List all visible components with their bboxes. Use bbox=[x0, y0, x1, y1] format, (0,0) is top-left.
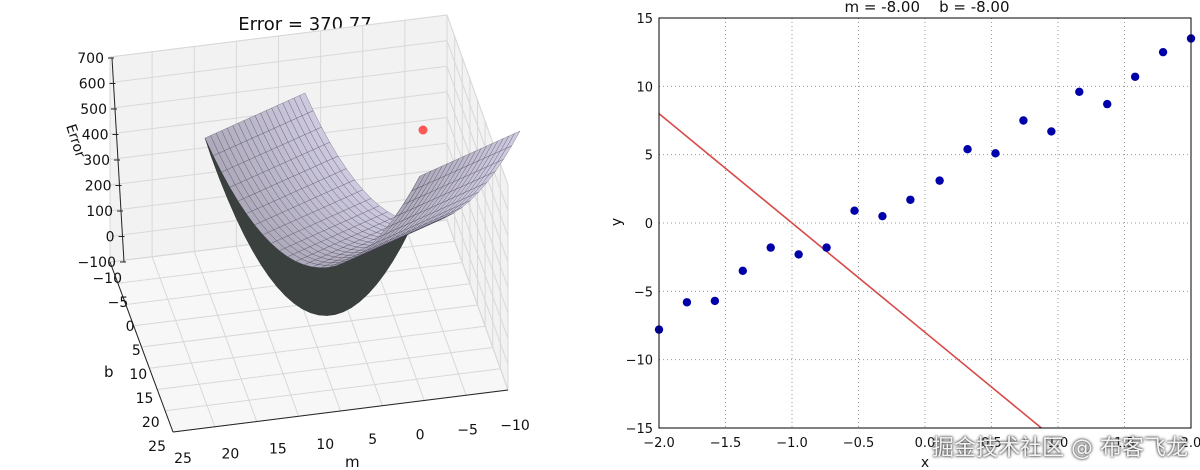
floor-grid-line bbox=[141, 304, 478, 348]
surface-x-axis-label: m bbox=[345, 453, 360, 470]
surface-x-tick-label: 10 bbox=[316, 437, 334, 453]
scatter-point bbox=[1130, 72, 1140, 81]
current-parameter-point bbox=[418, 125, 428, 135]
scatter-point bbox=[991, 149, 1000, 158]
surface-y-tick-label: 5 bbox=[132, 343, 141, 359]
regression-line bbox=[658, 113, 1042, 429]
surface-z-tick-label: 600 bbox=[79, 77, 106, 93]
error-surface bbox=[204, 92, 521, 316]
scatter-x-tick-label: 2.0 bbox=[1181, 436, 1200, 451]
scatter-x-axis-label: x bbox=[921, 455, 929, 470]
scatter-point bbox=[963, 145, 972, 154]
scatter-point bbox=[738, 266, 747, 276]
floor-grid-line bbox=[446, 219, 509, 391]
scatter-x-tick-label: −0.5 bbox=[843, 436, 875, 451]
surface-z-tick-label: 200 bbox=[85, 179, 112, 195]
surface-x-tick-label: 5 bbox=[368, 432, 377, 448]
surface-z-tick-label: 500 bbox=[80, 102, 107, 118]
scatter-x-tick-label: 1.0 bbox=[1048, 436, 1069, 451]
surface-y-tick-label: −5 bbox=[108, 295, 129, 311]
scatter-x-tick-label: 0.0 bbox=[915, 436, 936, 451]
scatter-y-tick-label: 15 bbox=[636, 12, 653, 27]
surface-y-tick-label: 10 bbox=[129, 367, 147, 383]
surface-y-tick-label: −10 bbox=[92, 271, 122, 287]
surface-y-tick-label: 25 bbox=[148, 439, 166, 455]
surface-y-tick-label: 15 bbox=[136, 391, 154, 407]
surface-x-tick-label: 0 bbox=[416, 427, 425, 443]
surface-chart-axes bbox=[108, 57, 509, 433]
scatter-point bbox=[878, 211, 887, 221]
wall-grid-line bbox=[446, 117, 509, 288]
surface-z-tick-label: 700 bbox=[77, 51, 104, 67]
scatter-y-tick-label: −15 bbox=[626, 422, 653, 437]
scatter-x-tick-label: −1.5 bbox=[710, 436, 742, 451]
scatter-point bbox=[822, 243, 831, 252]
scatter-point bbox=[935, 176, 944, 185]
surface-z-tick-label: 300 bbox=[83, 153, 110, 169]
scatter-point bbox=[794, 250, 803, 259]
scatter-y-axis-label: y bbox=[609, 218, 625, 226]
surface-chart-tick-labels: −1000100200300400500600700−10−5051015202… bbox=[77, 51, 530, 467]
surface-x-tick-label: 20 bbox=[222, 446, 240, 462]
surface-z-tick-label: 400 bbox=[82, 128, 109, 144]
wall-grid-line bbox=[446, 40, 509, 211]
error-surface-chart: Error = 370.77 −100010020030040050060070… bbox=[62, 14, 530, 470]
scatter-plot-frame bbox=[658, 17, 1192, 429]
scatter-chart-grid bbox=[659, 18, 1191, 428]
scatter-y-tick-label: −10 bbox=[626, 354, 653, 369]
surface-y-tick-label: 20 bbox=[142, 415, 160, 431]
scatter-x-tick-label: 0.5 bbox=[981, 436, 1002, 451]
scatter-y-tick-label: −5 bbox=[634, 285, 653, 300]
surface-x-axis-line bbox=[172, 389, 509, 433]
scatter-point bbox=[906, 195, 915, 204]
surface-y-axis-line bbox=[109, 261, 174, 433]
watermark-text: 掘金技术社区 @ 布客飞龙 bbox=[932, 436, 1188, 461]
wall-grid-line bbox=[109, 14, 448, 58]
surface-x-tick-label: −10 bbox=[500, 418, 530, 434]
scatter-y-tick-label: 10 bbox=[636, 80, 653, 95]
scatter-point bbox=[1158, 47, 1168, 57]
scatter-points bbox=[654, 34, 1196, 334]
scatter-x-tick-label: −2.0 bbox=[643, 436, 675, 451]
scatter-point bbox=[710, 296, 720, 306]
floor-grid-line bbox=[404, 225, 467, 396]
surface-z-tick-label: 0 bbox=[106, 230, 115, 246]
wall-grid-line bbox=[109, 40, 448, 84]
scatter-point bbox=[1019, 116, 1028, 125]
surface-x-tick-label: 25 bbox=[174, 451, 192, 467]
surface-y-tick-label: 0 bbox=[126, 319, 135, 335]
scatter-y-tick-label: 0 bbox=[645, 217, 653, 232]
scatter-x-tick-label: 1.5 bbox=[1114, 436, 1135, 451]
scatter-chart-tick-labels: −2.0 −1.5 −1.0 −0.5 0.0 0.5 1.0 1.5 2.0 −15 −10 −5 0… bbox=[626, 12, 1200, 451]
surface-z-tick-label: 100 bbox=[86, 204, 113, 220]
surface-x-tick-label: −5 bbox=[457, 423, 478, 439]
surface-z-tick-label: −100 bbox=[78, 255, 116, 271]
regression-line-segment bbox=[658, 113, 1042, 429]
wall-grid-line bbox=[109, 65, 448, 109]
surface-patch bbox=[505, 130, 521, 149]
scatter-y-tick-label: 5 bbox=[645, 149, 653, 164]
scatter-point bbox=[1075, 87, 1084, 97]
scatter-point bbox=[1103, 99, 1112, 109]
surface-x-tick-label: 15 bbox=[269, 442, 287, 458]
scatter-point bbox=[766, 243, 775, 252]
scatter-fit-chart: m = -8.00 b = -8.00 −2.0 −1.5 −1.0 −0.5 0.0 0… bbox=[609, 0, 1200, 470]
surface-y-axis-label: b bbox=[104, 363, 114, 381]
scatter-point bbox=[850, 206, 859, 215]
scatter-point bbox=[1047, 127, 1056, 136]
scatter-chart-title: m = -8.00 b = -8.00 bbox=[844, 0, 1009, 16]
scatter-point bbox=[682, 298, 692, 307]
scatter-x-tick-label: −1.0 bbox=[776, 436, 808, 451]
